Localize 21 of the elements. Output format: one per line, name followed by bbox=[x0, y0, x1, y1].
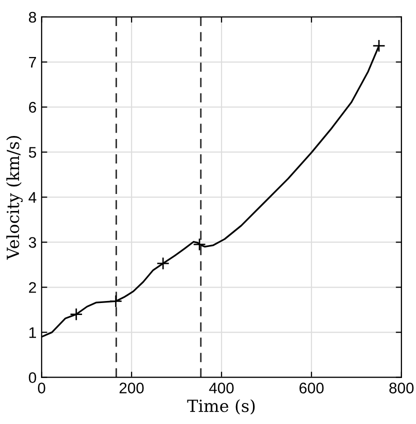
y-axis-title: Velocity (km/s) bbox=[6, 136, 23, 260]
y-tick-label: 2 bbox=[29, 282, 36, 293]
y-tick-label: 8 bbox=[28, 12, 36, 23]
point bbox=[372, 39, 386, 52]
x-tick-label: 800 bbox=[389, 382, 414, 394]
y-tick-label: 4 bbox=[28, 192, 36, 203]
x-tick-label: 200 bbox=[120, 382, 144, 394]
y-tick-label: 0 bbox=[28, 372, 36, 384]
x-tick-label: 400 bbox=[209, 382, 234, 394]
x-tick-label: 0 bbox=[38, 382, 46, 394]
point bbox=[109, 294, 122, 308]
point bbox=[192, 238, 206, 251]
y-tick-label: 3 bbox=[28, 237, 36, 248]
point bbox=[70, 308, 83, 321]
y-tick-label: 6 bbox=[29, 102, 36, 113]
y-tick-label: 5 bbox=[28, 147, 36, 158]
y-tick-label: 7 bbox=[29, 57, 36, 68]
point bbox=[156, 256, 170, 270]
y-tick-label: 1 bbox=[29, 327, 36, 338]
x-axis-title: Time (s) bbox=[187, 399, 255, 414]
x-tick-label: 600 bbox=[300, 382, 324, 394]
